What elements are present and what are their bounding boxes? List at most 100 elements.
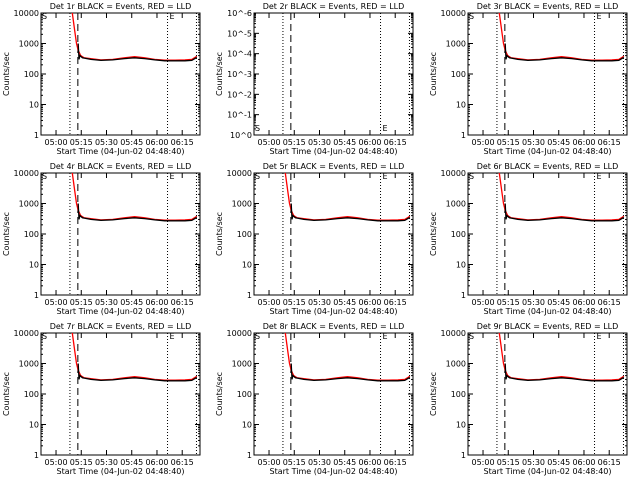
chart-title: Det 7r BLACK = Events, RED = LLD bbox=[50, 322, 192, 331]
x-tick-label: 05:30 bbox=[95, 298, 118, 307]
x-tick-label: 06:15 bbox=[598, 138, 621, 147]
y-tick-label: 100 bbox=[24, 70, 39, 79]
x-tick-label: 05:00 bbox=[44, 138, 67, 147]
x-axis-label: Start Time (04-Jun-02 04:48:40) bbox=[270, 147, 398, 156]
y-axis-label: Counts/sec bbox=[429, 212, 438, 256]
y-tick-label: 1000 bbox=[232, 200, 252, 209]
events-series-line bbox=[504, 363, 625, 382]
lld-series-line bbox=[284, 332, 411, 381]
x-tick-label: 05:00 bbox=[471, 138, 494, 147]
x-tick-label: 06:15 bbox=[171, 298, 194, 307]
chart-svg: Det 1r BLACK = Events, RED = LLD 1 10 100 10… bbox=[2, 2, 201, 156]
x-axis-label: Start Time (04-Jun-02 04:48:40) bbox=[57, 147, 185, 156]
y-tick-label: 10^-3 bbox=[227, 70, 252, 79]
y-tick-label: 100 bbox=[451, 390, 466, 399]
chart-svg: Det 2r BLACK = Events, RED = LLD 10^0 10^-… bbox=[215, 2, 414, 156]
y-tick-label: 10 bbox=[456, 261, 466, 270]
end-marker: E bbox=[170, 172, 175, 181]
chart-panel-det-6: Det 6r BLACK = Events, RED = LLD 1 10 100 10… bbox=[427, 160, 640, 320]
y-tick-label: 10 bbox=[456, 421, 466, 430]
plot-frame bbox=[40, 172, 201, 296]
x-tick-label: 06:15 bbox=[598, 458, 621, 467]
y-tick-label: 100 bbox=[451, 230, 466, 239]
x-tick-label: 06:00 bbox=[572, 138, 595, 147]
x-tick-label: 05:00 bbox=[471, 298, 494, 307]
x-tick-label: 05:15 bbox=[70, 138, 93, 147]
chart-panel-det-5: Det 5r BLACK = Events, RED = LLD 1 10 100 10… bbox=[213, 160, 426, 320]
x-tick-label: 05:15 bbox=[497, 298, 520, 307]
plot-frame bbox=[467, 172, 628, 296]
y-tick-label: 10^-4 bbox=[227, 50, 252, 59]
x-tick-label: 06:00 bbox=[358, 298, 381, 307]
x-tick-label: 05:30 bbox=[308, 298, 331, 307]
x-tick-label: 05:45 bbox=[547, 298, 570, 307]
plot-frame bbox=[467, 332, 628, 456]
x-tick-label: 05:30 bbox=[308, 138, 331, 147]
start-marker: S bbox=[469, 12, 474, 21]
y-tick-label: 10 bbox=[29, 261, 39, 270]
y-tick-label: 1 bbox=[34, 131, 39, 140]
x-tick-label: 06:00 bbox=[145, 138, 168, 147]
plot-frame bbox=[40, 332, 201, 456]
x-tick-label: 05:00 bbox=[257, 298, 280, 307]
x-tick-label: 06:15 bbox=[598, 298, 621, 307]
x-tick-label: 06:00 bbox=[358, 138, 381, 147]
lld-series-line bbox=[71, 12, 198, 61]
x-tick-label: 06:00 bbox=[572, 298, 595, 307]
events-series-line bbox=[77, 363, 198, 382]
events-series-line bbox=[290, 363, 411, 382]
y-tick-label: 1 bbox=[461, 451, 466, 460]
plot-frame bbox=[40, 12, 201, 136]
start-marker: S bbox=[255, 124, 260, 133]
chart-panel-det-8: Det 8r BLACK = Events, RED = LLD 1 10 100 10… bbox=[213, 320, 426, 480]
y-tick-label: 1000 bbox=[446, 200, 466, 209]
x-tick-label: 05:30 bbox=[95, 138, 118, 147]
end-marker: E bbox=[170, 12, 175, 21]
x-tick-label: 05:00 bbox=[257, 458, 280, 467]
y-tick-label: 10^-1 bbox=[227, 111, 252, 120]
y-tick-label: 10 bbox=[29, 101, 39, 110]
x-tick-label: 05:15 bbox=[70, 298, 93, 307]
x-tick-label: 05:45 bbox=[120, 138, 143, 147]
start-marker: S bbox=[255, 332, 260, 341]
x-tick-label: 05:00 bbox=[44, 458, 67, 467]
plot-frame bbox=[467, 12, 628, 136]
y-tick-label: 10 bbox=[242, 261, 252, 270]
x-tick-label: 06:15 bbox=[384, 298, 407, 307]
x-tick-label: 05:45 bbox=[333, 298, 356, 307]
x-tick-label: 05:30 bbox=[95, 458, 118, 467]
y-tick-label: 1 bbox=[34, 291, 39, 300]
chart-svg: Det 9r BLACK = Events, RED = LLD 1 10 100 10… bbox=[429, 322, 628, 476]
chart-panel-det-4: Det 4r BLACK = Events, RED = LLD 1 10 100 10… bbox=[0, 160, 213, 320]
x-tick-label: 05:00 bbox=[44, 298, 67, 307]
x-tick-label: 05:15 bbox=[70, 458, 93, 467]
y-tick-label: 10^-5 bbox=[227, 29, 252, 38]
y-tick-label: 10000 bbox=[14, 9, 39, 18]
x-tick-label: 05:45 bbox=[547, 458, 570, 467]
y-tick-label: 10000 bbox=[441, 329, 466, 338]
plot-frame bbox=[253, 12, 414, 136]
x-tick-label: 05:30 bbox=[522, 458, 545, 467]
x-tick-label: 06:15 bbox=[384, 458, 407, 467]
chart-svg: Det 7r BLACK = Events, RED = LLD 1 10 100 10… bbox=[2, 322, 201, 476]
chart-svg: Det 4r BLACK = Events, RED = LLD 1 10 100 10… bbox=[2, 162, 201, 316]
chart-svg: Det 6r BLACK = Events, RED = LLD 1 10 100 10… bbox=[429, 162, 628, 316]
y-tick-label: 1 bbox=[34, 451, 39, 460]
chart-title: Det 5r BLACK = Events, RED = LLD bbox=[263, 162, 405, 171]
end-marker: E bbox=[170, 332, 175, 341]
y-tick-label: 10^-6 bbox=[227, 9, 252, 18]
y-tick-label: 1000 bbox=[446, 40, 466, 49]
x-axis-label: Start Time (04-Jun-02 04:48:40) bbox=[270, 307, 398, 316]
x-tick-label: 06:15 bbox=[171, 138, 194, 147]
y-tick-label: 1000 bbox=[19, 40, 39, 49]
lld-series-line bbox=[498, 12, 625, 61]
y-axis-label: Counts/sec bbox=[429, 372, 438, 416]
x-axis-label: Start Time (04-Jun-02 04:48:40) bbox=[484, 147, 612, 156]
lld-series-line bbox=[498, 172, 625, 221]
chart-title: Det 4r BLACK = Events, RED = LLD bbox=[50, 162, 192, 171]
y-tick-label: 100 bbox=[451, 70, 466, 79]
chart-panel-det-7: Det 7r BLACK = Events, RED = LLD 1 10 100 10… bbox=[0, 320, 213, 480]
x-tick-label: 05:15 bbox=[497, 138, 520, 147]
x-tick-label: 05:45 bbox=[333, 138, 356, 147]
chart-title: Det 6r BLACK = Events, RED = LLD bbox=[477, 162, 619, 171]
